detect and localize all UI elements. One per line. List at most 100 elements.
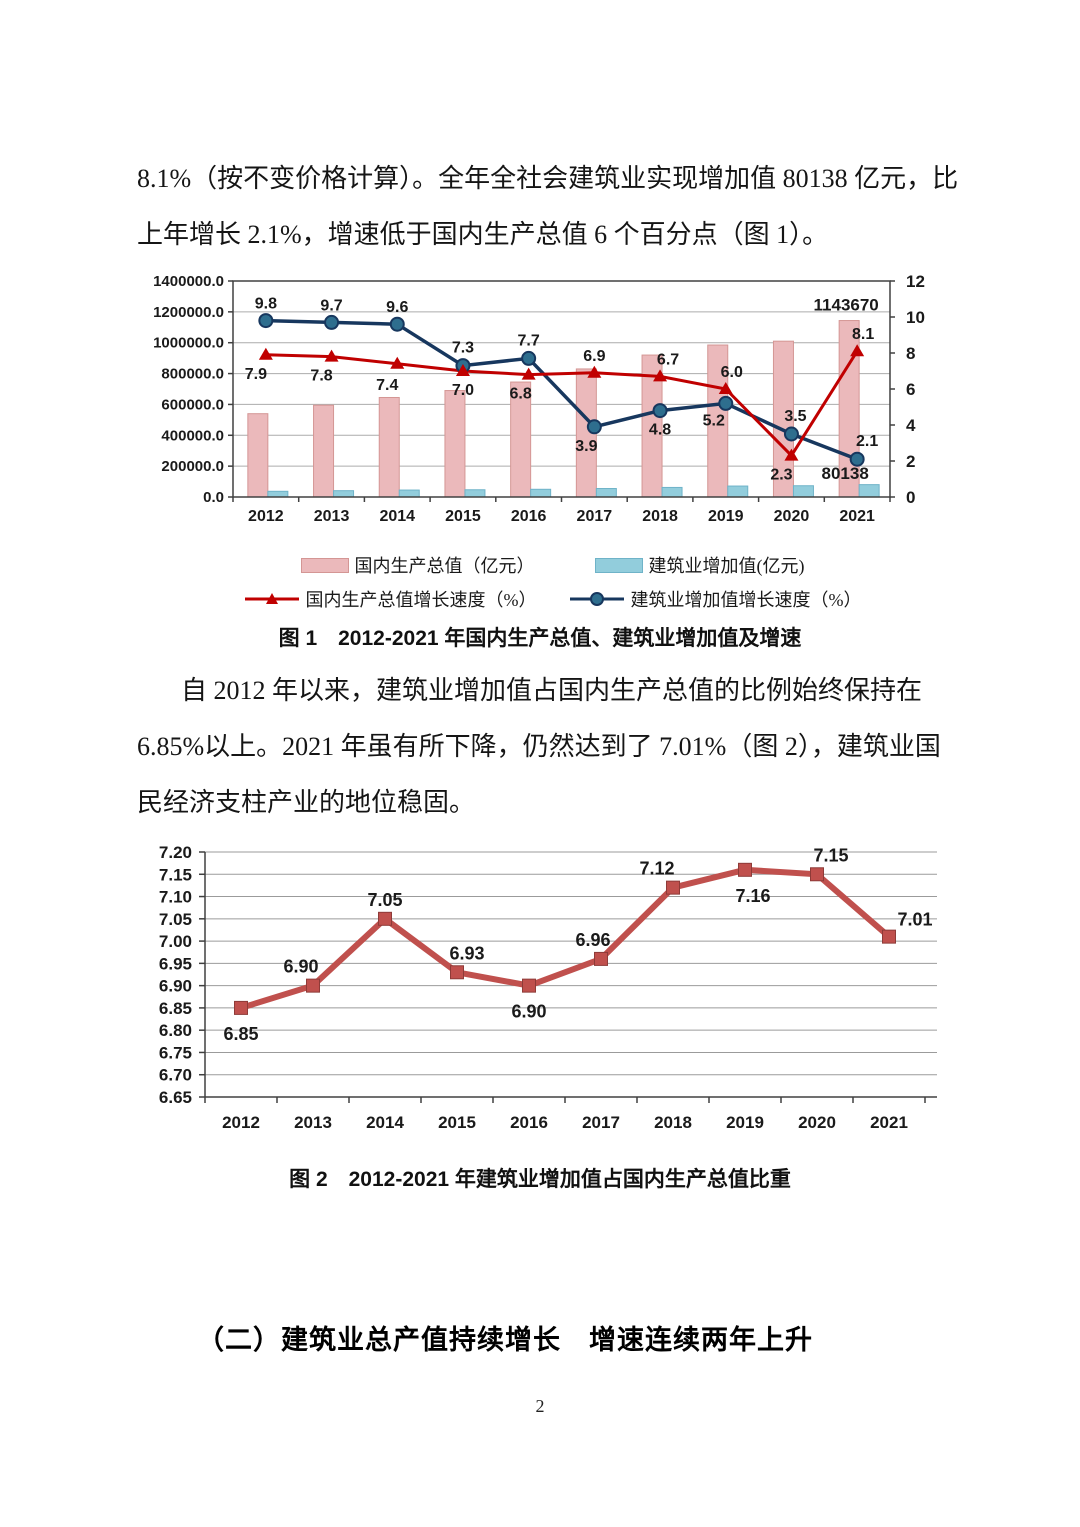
- x-axis-year-label: 2020: [774, 508, 810, 525]
- legend-item-construction-growth-line: 建筑业增加值增长速度（%）: [569, 586, 862, 612]
- gdp-growth-value-label: 7.9: [245, 366, 267, 383]
- gdp-growth-value-label: 7.4: [376, 377, 398, 394]
- construction-bar: [792, 485, 814, 498]
- figure1-legend-row1: 国内生产总值（亿元） 建筑业增加值(亿元): [130, 552, 975, 578]
- text-line: 民经济支柱产业的地位稳固。: [137, 788, 476, 817]
- square-marker: [378, 911, 392, 926]
- x-axis-year-label: 2013: [314, 508, 350, 525]
- ratio-value-label: 7.16: [735, 886, 770, 906]
- circle-marker: [389, 316, 405, 332]
- y-axis-tick-label: 7.00: [159, 932, 192, 951]
- ratio-value-label: 7.12: [639, 859, 674, 879]
- circle-marker: [521, 350, 537, 366]
- gdp-bar-swatch-icon: [300, 557, 349, 573]
- ratio-value-label: 7.15: [813, 845, 848, 865]
- section-heading: （二）建筑业总产值持续增长 增速连续两年上升: [197, 1325, 813, 1355]
- gdp-2021-value-label: 1143670: [814, 296, 879, 315]
- left-axis-tick-label: 600000.0: [161, 396, 224, 413]
- ratio-value-label: 7.05: [367, 890, 402, 910]
- construction-bar-swatch-icon: [594, 557, 643, 573]
- right-axis-tick-label: 4: [906, 416, 916, 435]
- legend-item-construction-bar: 建筑业增加值(亿元): [594, 552, 805, 578]
- gdp-growth-value-label: 8.1: [852, 326, 874, 343]
- square-marker: [522, 978, 536, 993]
- page-number: 2: [535, 1396, 545, 1416]
- x-axis-year-label: 2019: [708, 508, 744, 525]
- gdp-bar: [313, 404, 335, 498]
- gdp-growth-value-label: 6.9: [583, 348, 605, 365]
- figure1-legend-row2: 国内生产总值增长速度（%） 建筑业增加值增长速度（%）: [130, 586, 975, 612]
- right-axis-tick-label: 6: [906, 380, 915, 399]
- x-axis-year-label: 2015: [438, 1113, 476, 1132]
- x-axis-year-label: 2016: [510, 1113, 548, 1132]
- square-marker: [810, 867, 824, 882]
- construction-bar: [267, 490, 289, 498]
- triangle-marker: [521, 367, 536, 380]
- text-line: 自 2012 年以来，建筑业增加值占国内生产总值的比例始终保持在: [181, 676, 923, 705]
- construction-bar: [858, 484, 880, 498]
- triangle-marker: [324, 349, 339, 362]
- triangle-marker: [587, 365, 602, 378]
- construction-bar: [661, 486, 683, 498]
- construction-bar: [595, 488, 617, 498]
- y-axis-tick-label: 7.10: [159, 888, 192, 907]
- gdp-growth-value-label: 2.3: [770, 467, 792, 484]
- x-axis-year-label: 2017: [577, 508, 613, 525]
- right-axis-tick-label: 10: [906, 308, 925, 327]
- gdp-growth-value-label: 6.8: [510, 386, 532, 403]
- figure1-caption: 图 1 2012-2021 年国内生产总值、建筑业增加值及增速: [278, 627, 802, 650]
- x-axis-year-label: 2018: [642, 508, 678, 525]
- y-axis-tick-label: 7.20: [159, 843, 192, 862]
- y-axis-tick-label: 6.95: [159, 954, 192, 973]
- gdp-bar: [444, 390, 466, 498]
- y-axis-tick-label: 7.15: [159, 865, 192, 884]
- construction-bar: [727, 485, 749, 498]
- construction-growth-value-label: 5.2: [703, 412, 725, 429]
- circle-marker: [324, 314, 340, 330]
- figure2-chart: 6.65 6.70 6.75 6.80 6.85 6.90 6.95 7.00 7.05 7.10…: [159, 843, 937, 1132]
- legend-label: 建筑业增加值增长速度（%）: [630, 590, 862, 610]
- circle-marker: [258, 313, 274, 329]
- left-axis-tick-label: 1400000.0: [153, 273, 224, 290]
- construction-growth-value-label: 7.3: [452, 340, 474, 357]
- y-axis-tick-label: 6.75: [159, 1043, 192, 1062]
- square-marker: [738, 862, 752, 877]
- construction-growth-line: [265, 318, 858, 461]
- legend-item-gdp-bar: 国内生产总值（亿元）: [300, 552, 535, 578]
- ratio-value-label: 6.90: [283, 957, 318, 977]
- ratio-line: [240, 866, 891, 1011]
- square-marker: [306, 978, 320, 993]
- x-axis-year-label: 2012: [222, 1113, 260, 1132]
- construction-growth-value-label: 2.1: [856, 433, 878, 450]
- x-axis-year-label: 2012: [248, 508, 284, 525]
- x-axis-year-label: 2018: [654, 1113, 692, 1132]
- legend-item-gdp-growth-line: 国内生产总值增长速度（%）: [244, 586, 537, 612]
- ratio-value-label: 6.93: [449, 943, 484, 963]
- circle-marker: [718, 395, 734, 411]
- gdp-growth-value-label: 7.0: [452, 382, 474, 399]
- gdp-growth-value-label: 6.7: [657, 351, 679, 368]
- construction-bar: [333, 490, 355, 498]
- triangle-marker: [258, 347, 273, 360]
- square-marker: [234, 1000, 248, 1015]
- ratio-value-label: 6.90: [511, 1002, 546, 1022]
- paragraph-1: 8.1%（按不变价格计算）。全年全社会建筑业实现增加值 80138 亿元，比 上…: [137, 151, 959, 263]
- text-line: 8.1%（按不变价格计算）。全年全社会建筑业实现增加值 80138 亿元，比: [137, 164, 959, 193]
- right-axis-tick-label: 2: [906, 452, 915, 471]
- gdp-growth-line: [265, 350, 859, 459]
- triangle-marker: [850, 344, 865, 357]
- construction-growth-value-label: 3.5: [784, 408, 806, 425]
- left-axis-tick-label: 800000.0: [161, 366, 224, 383]
- x-axis-year-label: 2014: [366, 1113, 404, 1132]
- gdp-growth-value-label: 6.0: [721, 364, 743, 381]
- paragraph-2: 自 2012 年以来，建筑业增加值占国内生产总值的比例始终保持在 6.85%以上…: [137, 663, 952, 831]
- construction-growth-value-label: 9.6: [386, 299, 408, 316]
- y-axis-tick-label: 6.65: [159, 1088, 192, 1107]
- ratio-value-label: 6.96: [575, 930, 610, 950]
- figure2-caption: 图 2 2012-2021 年建筑业增加值占国内生产总值比重: [289, 1168, 791, 1191]
- gdp-bar: [378, 396, 400, 498]
- legend-label: 国内生产总值（亿元）: [354, 556, 535, 576]
- construction-2021-value-label: 80138: [822, 464, 869, 483]
- x-axis-year-label: 2015: [445, 508, 481, 525]
